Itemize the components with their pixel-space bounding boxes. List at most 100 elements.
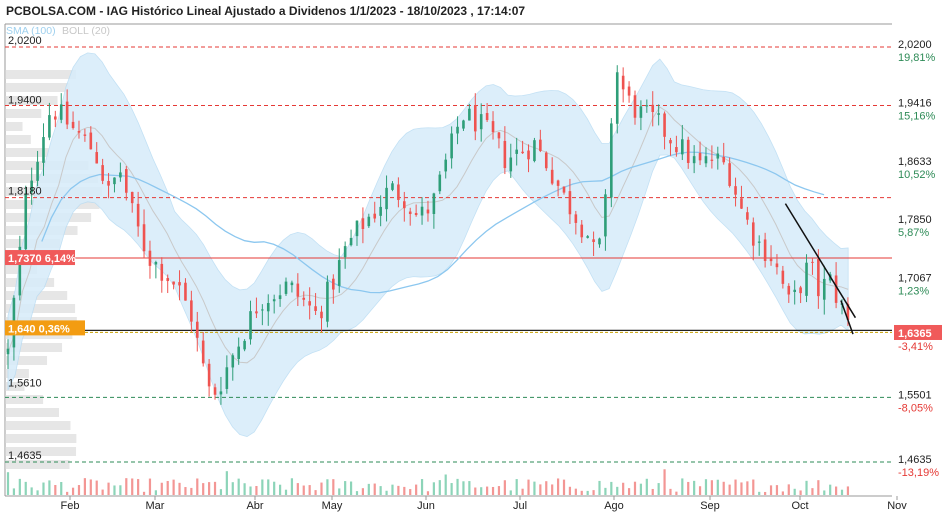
volume-profile-bar (5, 70, 77, 79)
volume-bar (296, 483, 299, 495)
candle-body (497, 132, 501, 139)
candle-body (698, 152, 702, 161)
volume-bar (391, 484, 394, 495)
volume-bar (30, 487, 33, 495)
candle-body (568, 191, 572, 215)
volume-bar (598, 480, 601, 495)
candle-body (314, 306, 317, 311)
volume-bar (521, 488, 524, 495)
volume-bar (556, 478, 560, 495)
volume-bar (740, 482, 743, 495)
volume-bar (60, 481, 63, 495)
candle-body (627, 86, 631, 96)
candle-body (213, 387, 217, 395)
candle-body (515, 149, 518, 154)
volume-bar (734, 479, 737, 495)
volume-bar (551, 484, 554, 495)
candle-body (574, 214, 578, 223)
candle-body (272, 299, 276, 302)
volume-bar (249, 486, 252, 495)
candle-body (692, 156, 696, 164)
candle-body (337, 260, 341, 286)
volume-bar (539, 484, 542, 495)
right-level-pct: -8,05% (898, 402, 933, 414)
bollinger-area (7, 52, 849, 437)
candle-body (787, 285, 791, 295)
candle-body (231, 355, 235, 368)
candle-body (225, 367, 229, 389)
volume-bar (669, 488, 672, 495)
candle-body (539, 139, 542, 151)
volume-profile-bar (5, 447, 77, 456)
volume-bar (698, 486, 702, 495)
volume-bar (764, 491, 767, 495)
volume-bar (799, 490, 802, 495)
x-axis-months: Feb Mar Abr May Jun Jul Ago Sep Oct Nov (61, 496, 907, 512)
volume-profile-bar (5, 304, 76, 313)
volume-bar (148, 478, 152, 495)
candle-body (473, 105, 477, 132)
volume-bar (787, 484, 790, 495)
volume-bar (308, 485, 311, 495)
month-label: Feb (61, 500, 80, 512)
volume-bar (178, 482, 181, 495)
volume-bar (202, 483, 205, 495)
candle-body (686, 139, 690, 163)
volume-bar (42, 482, 45, 495)
volume-bar (681, 478, 684, 495)
tag-1737-text: 1,7370 6,14% (8, 253, 76, 265)
candle-body (95, 152, 99, 164)
candle-body (130, 191, 134, 204)
candle-body (580, 224, 584, 238)
candle-body (278, 295, 282, 300)
volume-bar (515, 479, 518, 495)
volume-bar (438, 480, 441, 495)
candle-body (397, 184, 400, 200)
candle-body (48, 115, 51, 138)
right-level-price: 1,4635 (898, 454, 932, 466)
candle-body (521, 151, 524, 154)
volume-bar (823, 490, 826, 495)
volume-bar (491, 486, 495, 495)
candle-body (172, 281, 175, 285)
left-level-label: 1,4635 (8, 450, 42, 462)
volume-profile-bar (5, 109, 42, 118)
right-level-pct: 1,23% (898, 286, 929, 298)
volume-bar (361, 488, 364, 495)
volume-bar (775, 485, 779, 495)
volume-bar (338, 488, 341, 495)
volume-bar (379, 486, 382, 495)
volume-bar (48, 480, 51, 495)
volume-profile-bar (5, 135, 31, 144)
volume-bar (66, 491, 69, 495)
candle-body (444, 159, 448, 172)
volume-bar (160, 482, 163, 495)
volume-bar (752, 479, 755, 495)
candle-body (261, 309, 264, 311)
right-level-price: 1,5501 (898, 389, 932, 401)
candle-body (373, 213, 377, 219)
right-level-price: 1,7067 (898, 273, 932, 285)
volume-profile-bar (5, 343, 63, 352)
candle-body (302, 297, 306, 300)
volume-profile-bar (5, 83, 70, 92)
candle-body (586, 236, 589, 238)
volume-bar (592, 490, 595, 495)
volume-bar (645, 478, 648, 495)
trendlines (784, 203, 857, 335)
volume-bar (18, 478, 21, 495)
volume-bar (639, 483, 643, 495)
volume-bar (675, 491, 678, 495)
month-label: Jun (417, 500, 435, 512)
candle-body (237, 346, 240, 359)
tag-164-bg (5, 320, 85, 336)
candle-body (633, 95, 637, 118)
candle-body (219, 391, 223, 395)
candle-body (408, 211, 412, 215)
candle-body (651, 104, 655, 112)
candle-body (119, 172, 122, 178)
candle-body (556, 180, 560, 186)
candle-body (681, 139, 684, 155)
candle-body (615, 72, 619, 124)
volume-bar (846, 486, 850, 495)
